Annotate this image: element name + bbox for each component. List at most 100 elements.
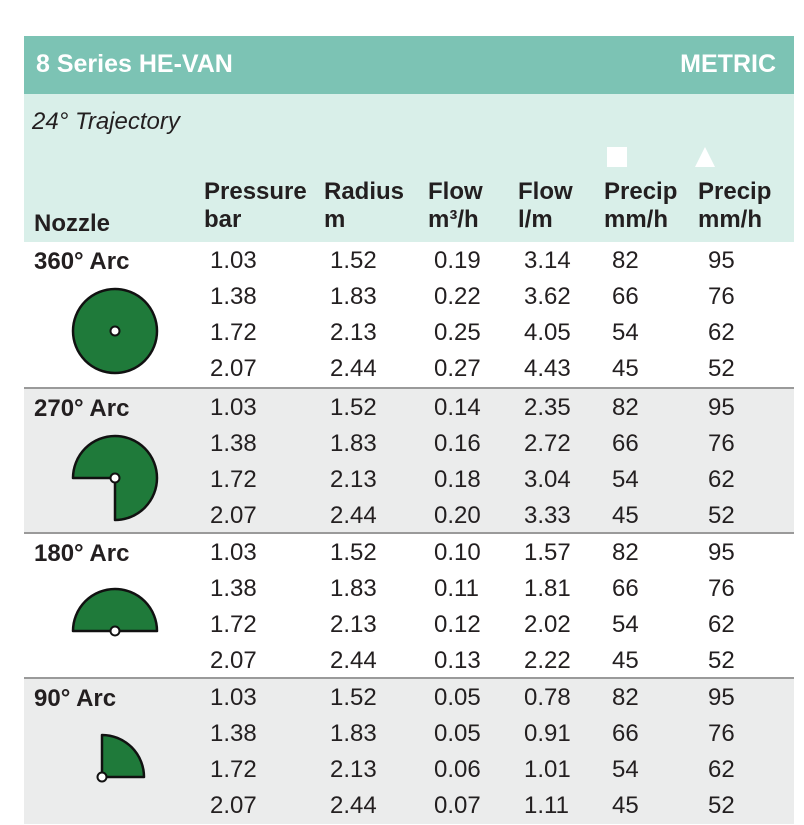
- cell-flow-m3h: 0.18: [434, 466, 481, 493]
- cell-flow-m3h: 0.06: [434, 756, 481, 783]
- cell-flow-lm: 2.22: [524, 647, 571, 674]
- table-row: 2.07 2.44 0.27 4.43 45 52: [24, 352, 794, 388]
- table-row: 2.07 2.44 0.20 3.33 45 52: [24, 499, 794, 535]
- cell-radius: 1.52: [330, 394, 377, 421]
- header-pressure-line1: Pressure: [204, 178, 307, 205]
- cell-flow-lm: 2.35: [524, 394, 571, 421]
- cell-flow-lm: 3.33: [524, 502, 571, 529]
- cell-precip-triangle: 76: [708, 575, 735, 602]
- cell-pressure: 1.38: [210, 283, 257, 310]
- header-precip-triangle-line2: mm/h: [698, 206, 763, 233]
- cell-pressure: 1.38: [210, 720, 257, 747]
- table-row: 1.03 1.52 0.14 2.35 82 95: [24, 391, 794, 427]
- header-precip-triangle: Precip mm/h: [698, 178, 771, 234]
- half-circle-nozzle-icon: [71, 587, 159, 637]
- cell-flow-m3h: 0.16: [434, 430, 481, 457]
- header-flow-lm: Flow l/m: [518, 178, 573, 234]
- square-icon: [607, 147, 627, 167]
- table-row: 2.07 2.44 0.13 2.22 45 52: [24, 644, 794, 680]
- cell-radius: 2.44: [330, 502, 377, 529]
- cell-pressure: 1.38: [210, 430, 257, 457]
- header-precip-square-line1: Precip: [604, 178, 678, 205]
- cell-pressure: 1.72: [210, 611, 257, 638]
- cell-pressure: 1.72: [210, 756, 257, 783]
- cell-pressure: 1.03: [210, 394, 257, 421]
- cell-radius: 2.13: [330, 756, 377, 783]
- cell-precip-triangle: 95: [708, 539, 735, 566]
- cell-radius: 1.83: [330, 720, 377, 747]
- cell-precip-triangle: 52: [708, 502, 735, 529]
- header-flow-lm-line2: l/m: [518, 206, 553, 233]
- cell-pressure: 2.07: [210, 355, 257, 382]
- title-bar: 8 Series HE-VAN METRIC: [24, 36, 794, 94]
- cell-radius: 2.44: [330, 647, 377, 674]
- cell-precip-square: 82: [612, 539, 639, 566]
- quarter-circle-nozzle-icon: [96, 733, 146, 783]
- cell-precip-square: 82: [612, 684, 639, 711]
- cell-flow-lm: 1.57: [524, 539, 571, 566]
- cell-radius: 1.83: [330, 575, 377, 602]
- table-row: 1.72 2.13 0.25 4.05 54 62: [24, 316, 794, 352]
- cell-radius: 1.52: [330, 684, 377, 711]
- cell-flow-m3h: 0.12: [434, 611, 481, 638]
- arc-label: 90° Arc: [34, 685, 117, 712]
- cell-pressure: 1.38: [210, 575, 257, 602]
- table-row: 1.03 1.52 0.10 1.57 82 95: [24, 536, 794, 572]
- cell-precip-square: 45: [612, 502, 639, 529]
- cell-precip-triangle: 62: [708, 319, 735, 346]
- cell-flow-m3h: 0.05: [434, 720, 481, 747]
- cell-precip-square: 66: [612, 283, 639, 310]
- cell-precip-square: 54: [612, 319, 639, 346]
- header-nozzle-text: Nozzle: [34, 210, 111, 237]
- cell-pressure: 2.07: [210, 647, 257, 674]
- cell-flow-lm: 3.14: [524, 247, 571, 274]
- cell-pressure: 1.03: [210, 539, 257, 566]
- cell-flow-m3h: 0.07: [434, 792, 481, 819]
- cell-precip-square: 45: [612, 647, 639, 674]
- table-row: 1.38 1.83 0.22 3.62 66 76: [24, 280, 794, 316]
- cell-flow-m3h: 0.10: [434, 539, 481, 566]
- header-precip-square-line2: mm/h: [604, 206, 669, 233]
- cell-flow-lm: 2.72: [524, 430, 571, 457]
- cell-flow-m3h: 0.19: [434, 247, 481, 274]
- cell-precip-triangle: 52: [708, 355, 735, 382]
- arc-label: 180° Arc: [34, 540, 130, 567]
- cell-flow-m3h: 0.20: [434, 502, 481, 529]
- cell-precip-triangle: 95: [708, 247, 735, 274]
- header-radius-line2: m: [324, 206, 346, 233]
- table-row: 1.03 1.52 0.19 3.14 82 95: [24, 244, 794, 280]
- trajectory-label: 24° Trajectory: [32, 108, 180, 135]
- cell-flow-lm: 1.01: [524, 756, 571, 783]
- arc-group: 270° Arc 1.03 1.52 0.14 2.35 82 95 1.38 1.83 0.16…: [24, 387, 794, 534]
- cell-flow-lm: 3.62: [524, 283, 571, 310]
- cell-pressure: 2.07: [210, 792, 257, 819]
- cell-precip-triangle: 76: [708, 720, 735, 747]
- header-precip-square: Precip mm/h: [604, 178, 677, 234]
- table-row: 1.72 2.13 0.18 3.04 54 62: [24, 463, 794, 499]
- arc-group: 90° Arc 1.03 1.52 0.05 0.78 82 95 1.38 1.83 0.05 0…: [24, 677, 794, 824]
- cell-flow-m3h: 0.22: [434, 283, 481, 310]
- cell-precip-triangle: 62: [708, 611, 735, 638]
- cell-precip-triangle: 52: [708, 792, 735, 819]
- cell-precip-square: 82: [612, 394, 639, 421]
- table-row: 2.07 2.44 0.07 1.11 45 52: [24, 789, 794, 825]
- cell-precip-square: 66: [612, 430, 639, 457]
- cell-pressure: 1.03: [210, 247, 257, 274]
- cell-flow-m3h: 0.14: [434, 394, 481, 421]
- cell-flow-lm: 0.78: [524, 684, 571, 711]
- cell-radius: 1.52: [330, 539, 377, 566]
- table-title: 8 Series HE-VAN: [36, 50, 233, 78]
- cell-flow-lm: 1.81: [524, 575, 571, 602]
- triangle-icon: [695, 147, 715, 167]
- cell-pressure: 1.72: [210, 466, 257, 493]
- cell-flow-m3h: 0.05: [434, 684, 481, 711]
- header-flow-m3h-line2: m³/h: [428, 206, 479, 233]
- arc-label: 270° Arc: [34, 395, 130, 422]
- cell-precip-triangle: 76: [708, 283, 735, 310]
- cell-flow-m3h: 0.25: [434, 319, 481, 346]
- header-radius-line1: Radius: [324, 178, 405, 205]
- cell-flow-lm: 3.04: [524, 466, 571, 493]
- column-header-band: 24° Trajectory Nozzle Pressure bar Radiu…: [24, 94, 794, 242]
- cell-pressure: 2.07: [210, 502, 257, 529]
- cell-precip-square: 45: [612, 792, 639, 819]
